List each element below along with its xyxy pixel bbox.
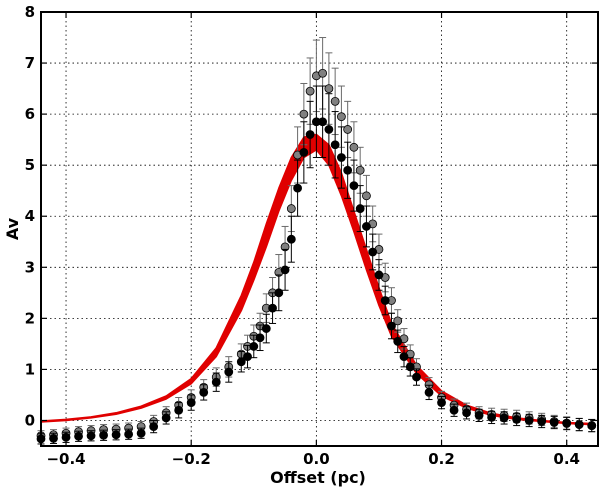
axis-ticks xyxy=(41,11,598,446)
gray-data-point xyxy=(286,204,296,213)
black-data-point xyxy=(368,247,378,257)
black-series-layer xyxy=(36,85,597,445)
black-data-point xyxy=(549,418,559,427)
black-data-point xyxy=(587,421,597,430)
y-tick-labels: 0 1 2 3 4 5 6 7 8 xyxy=(25,3,35,429)
black-data-point xyxy=(224,367,234,377)
gray-data-point xyxy=(318,68,328,78)
black-data-point xyxy=(374,270,384,280)
black-data-point xyxy=(324,125,334,134)
plot-area-frame xyxy=(40,11,599,447)
y-tick-label: 8 xyxy=(25,3,35,21)
x-tick-labels: −0.4 −0.2 0.0 0.2 0.4 xyxy=(46,450,580,468)
black-data-point xyxy=(86,431,96,441)
black-data-point xyxy=(399,352,409,362)
gray-data-point xyxy=(324,84,334,93)
gray-data-point xyxy=(362,191,371,201)
black-data-point xyxy=(337,153,346,162)
gray-data-point xyxy=(305,86,315,96)
black-data-point xyxy=(387,321,396,331)
black-data-point xyxy=(243,352,252,362)
black-data-point xyxy=(412,372,421,382)
y-axis-label: Av xyxy=(3,217,22,240)
y-tick-label: 1 xyxy=(25,360,35,378)
gray-data-point xyxy=(337,112,346,122)
black-data-point xyxy=(499,413,509,423)
black-data-point xyxy=(562,419,572,428)
black-data-point xyxy=(355,204,365,213)
x-tick-label: 0.0 xyxy=(303,450,330,468)
x-axis-label: Offset (pc) xyxy=(270,468,366,487)
black-data-point xyxy=(330,140,340,150)
black-data-point xyxy=(293,183,302,193)
black-data-point xyxy=(174,405,184,415)
y-tick-label: 2 xyxy=(25,309,35,327)
black-data-point xyxy=(199,387,209,397)
black-data-point xyxy=(74,431,83,441)
gray-data-point xyxy=(330,96,340,106)
x-tick-label: −0.2 xyxy=(172,450,211,468)
x-tick-label: −0.4 xyxy=(46,450,85,468)
gray-data-point xyxy=(393,316,403,326)
black-data-point xyxy=(512,415,522,424)
black-data-point xyxy=(449,405,459,415)
black-data-point xyxy=(537,417,547,426)
black-data-point xyxy=(437,398,446,408)
black-data-point xyxy=(99,430,108,440)
black-data-point xyxy=(380,296,390,305)
black-data-point xyxy=(299,148,309,157)
black-data-point xyxy=(255,333,265,343)
x-tick-label: 0.2 xyxy=(428,450,455,468)
black-data-point xyxy=(111,430,121,440)
black-data-point xyxy=(424,387,434,397)
y-tick-label: 3 xyxy=(25,258,35,276)
black-data-point xyxy=(236,357,246,367)
black-data-point xyxy=(474,410,484,420)
black-data-point xyxy=(149,422,159,431)
black-data-point xyxy=(362,222,371,231)
black-data-point xyxy=(305,130,315,139)
black-data-point xyxy=(318,117,328,127)
black-data-point xyxy=(211,377,221,387)
black-data-point xyxy=(393,336,403,346)
black-data-point xyxy=(280,265,290,275)
black-data-point xyxy=(274,288,284,298)
y-tick-label: 0 xyxy=(25,411,35,429)
gray-data-point xyxy=(299,109,309,119)
black-data-point xyxy=(136,428,146,438)
gray-data-point xyxy=(355,165,365,175)
gray-data-point xyxy=(343,125,353,134)
black-data-point xyxy=(186,398,196,408)
x-tick-label: 0.4 xyxy=(553,450,580,468)
black-data-point xyxy=(261,324,271,333)
black-data-point xyxy=(524,416,534,425)
black-data-point xyxy=(574,420,584,429)
y-tick-label: 6 xyxy=(25,105,35,123)
black-data-point xyxy=(49,433,58,443)
black-data-point xyxy=(286,234,296,244)
black-data-point xyxy=(462,408,471,418)
black-data-point xyxy=(268,303,277,313)
black-data-point xyxy=(487,413,497,422)
black-data-point xyxy=(405,362,415,372)
black-data-point xyxy=(124,429,134,439)
y-tick-label: 5 xyxy=(25,156,35,174)
black-data-point xyxy=(249,342,259,351)
black-data-point xyxy=(343,165,353,175)
y-tick-label: 4 xyxy=(25,207,35,225)
y-tick-label: 7 xyxy=(25,54,35,72)
black-data-point xyxy=(161,413,171,423)
